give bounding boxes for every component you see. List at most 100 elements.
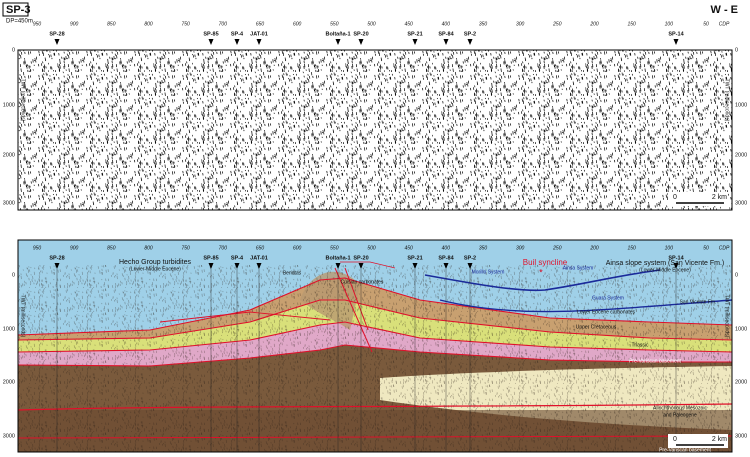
cdp-label: CDP [719,21,730,27]
twt-tick-label: 1000 [3,102,15,108]
cdp-label: 300 [516,21,525,27]
syncline-marker: * [539,267,543,277]
horizon-line [17,321,733,353]
well-label: SP-20 [353,31,368,37]
twt-tick-label: 3000 [3,200,15,206]
twt-axis-label: TWT (milliseconds) [724,79,730,122]
well-label: SP-84 [438,31,454,37]
twt-tick-label: 0 [735,272,738,278]
cdp-label: 850 [107,21,116,27]
geology-label: Buil syncline [523,258,568,267]
thrust-line [17,435,733,439]
cdp-label: 350 [479,245,488,251]
well-label: SP-21 [407,255,422,261]
cdp-label: 150 [627,21,636,27]
geology-label: Cuisian carbonates [341,279,384,285]
twt-tick-label: 2000 [3,152,15,158]
geology-label: Triassic [631,342,649,348]
well-label: Boltaña-1 [325,255,350,261]
cdp-label: 600 [293,245,302,251]
twt-tick-label: 2000 [735,152,747,158]
cdp-label: 250 [552,245,562,251]
cdp-label: 100 [665,21,674,27]
scale-bar-end: 2 km [712,436,727,443]
cdp-label: 350 [479,21,488,27]
cdp-label: 250 [552,21,562,27]
geology-label: Upper Cretaceous [576,324,617,330]
well-label: SP-2 [464,255,476,261]
well-marker [443,39,449,45]
well-marker [234,263,240,269]
twt-axis-label: TWT (milliseconds) [20,295,26,338]
cdp-label: 300 [516,245,525,251]
well-marker [358,39,364,45]
twt-tick-label: 0 [12,272,15,278]
cdp-label: 500 [367,21,376,27]
twt-tick-label: 1000 [735,326,747,332]
interpreted-panel-frame [17,239,733,453]
well-label: JAT-01 [250,31,268,37]
well-marker [208,39,214,45]
twt-tick-label: 1000 [3,326,15,332]
cdp-label: 400 [442,245,451,251]
twt-tick-label: 2000 [3,379,15,385]
well-label: SP-84 [438,255,454,261]
well-label: SP-20 [353,255,368,261]
well-marker [208,263,214,269]
geology-label: Lower Eocene carbonates [577,309,636,315]
well-label: SP-4 [231,31,244,37]
well-label: SP-85 [203,31,218,37]
well-marker [256,39,262,45]
well-label: SP-14 [668,255,684,261]
cdp-label: 950 [33,21,42,27]
scale-bar-end: 2 km [712,194,727,201]
cdp-label: 800 [144,21,153,27]
well-marker [673,39,679,45]
twt-tick-label: 1000 [735,102,747,108]
cdp-label: 450 [404,21,413,27]
spacing-label: DP=450m [6,19,33,25]
scale-bar-start: 0 [673,436,677,443]
cdp-label: 750 [181,245,190,251]
well-marker [412,263,418,269]
twt-tick-label: 0 [12,47,15,53]
well-marker [335,263,341,269]
scale-bar-start: 0 [673,194,677,201]
cdp-label: 550 [330,245,339,251]
well-marker [335,39,341,45]
geology-label: and Paleogene [663,412,697,418]
section-label: SP-3 [6,4,30,16]
well-marker [54,263,60,269]
geology-label: Ainsa System [563,265,594,271]
section-box [2,2,29,17]
cdp-label: 850 [107,245,116,251]
cdp-label: 750 [181,21,190,27]
cdp-label: 600 [293,21,302,27]
cdp-label: 900 [70,245,79,251]
twt-tick-label: 3000 [3,433,15,439]
geology-label: Pre-Variscan basement [629,358,681,364]
geology-label: Pre-Variscan basement [659,447,711,453]
well-marker [234,39,240,45]
well-marker [358,263,364,269]
cdp-label: 650 [256,21,265,27]
horizon-line [17,299,733,341]
well-label: SP-85 [203,255,218,261]
well-marker [467,263,473,269]
twt-tick-label: 2000 [735,379,747,385]
twt-tick-label: 0 [735,47,738,53]
cdp-label: 150 [627,245,636,251]
cdp-label: 200 [589,245,599,251]
cdp-label: 950 [33,245,42,251]
cdp-label: 50 [703,21,709,27]
well-label: SP-2 [464,31,476,37]
morillo-horizon [424,269,661,292]
cdp-label: 650 [256,245,265,251]
cdp-label: 100 [665,245,674,251]
cdp-label: 550 [330,21,339,27]
well-marker [256,263,262,269]
cdp-label: 800 [144,245,153,251]
cdp-label: 450 [404,245,413,251]
cdp-label: 700 [219,21,228,27]
